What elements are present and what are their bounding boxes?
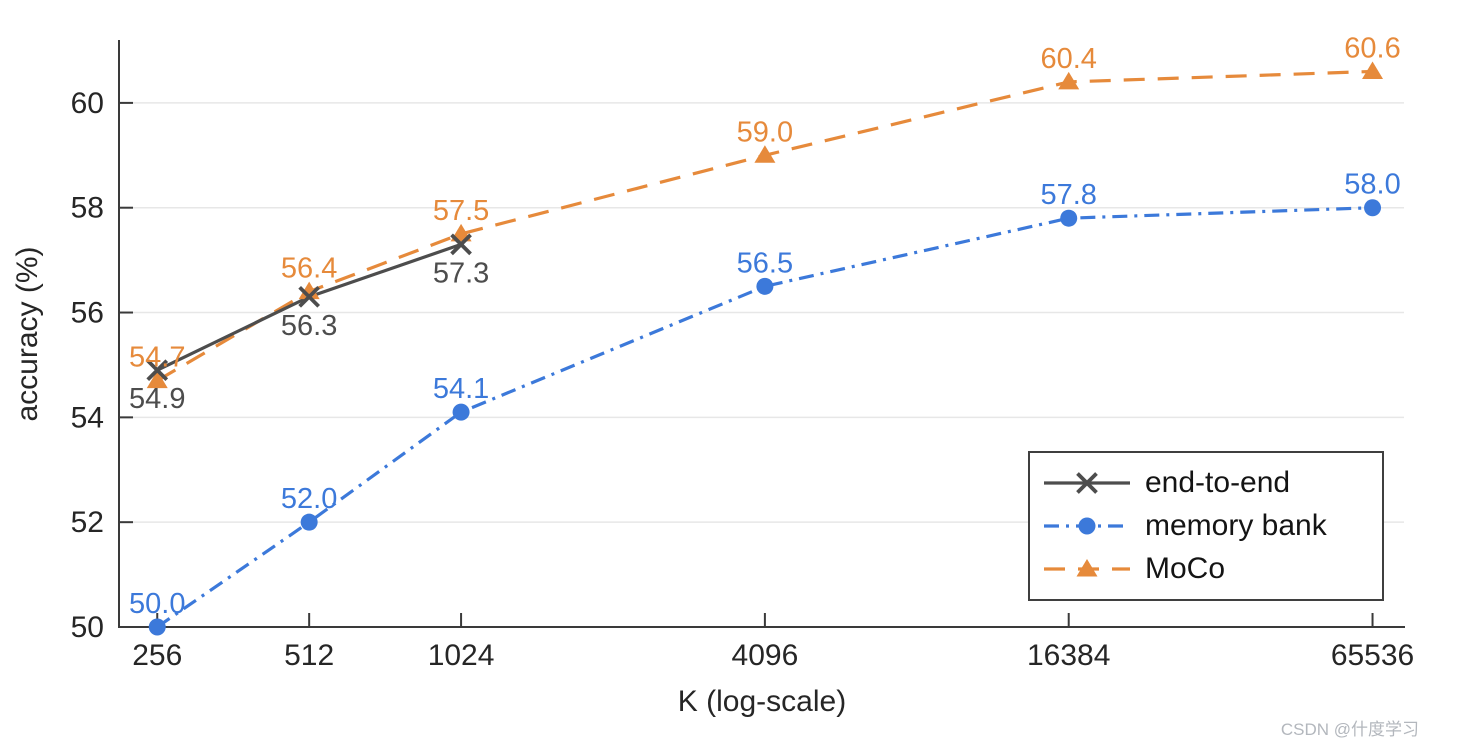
point-label: 60.6 <box>1344 32 1400 64</box>
x-marker <box>1076 472 1098 494</box>
point-label: 54.7 <box>129 342 185 374</box>
point-label: 57.5 <box>433 195 489 227</box>
legend-label-end-to-end: end-to-end <box>1145 466 1291 499</box>
point-label: 58.0 <box>1344 169 1400 201</box>
triangle-marker <box>754 145 776 163</box>
legend-item-memory-bank: memory bank <box>1042 509 1378 543</box>
y-tick-label: 56 <box>71 297 104 330</box>
legend-swatch-moco <box>1044 559 1130 577</box>
circle-marker <box>1078 517 1096 535</box>
legend-label-memory-bank: memory bank <box>1145 509 1327 542</box>
x-axis-title: K (log-scale) <box>677 685 847 718</box>
triangle-marker <box>146 370 168 389</box>
x-tick-label: 4096 <box>732 639 799 672</box>
circle-marker <box>756 277 774 295</box>
y-tick-label: 50 <box>71 611 104 644</box>
series-line-MoCo <box>156 69 1373 383</box>
y-tick-label: 54 <box>71 401 104 434</box>
x-marker <box>146 359 169 382</box>
circle-marker <box>300 513 318 531</box>
legend: end-to-end memory bank MoCo <box>1028 451 1384 601</box>
point-label: 56.3 <box>281 310 337 342</box>
x-tick-label: 1024 <box>428 639 495 672</box>
point-label: 60.4 <box>1040 43 1096 75</box>
circle-marker <box>452 403 470 421</box>
triangle-marker <box>1058 71 1080 90</box>
x-marker <box>298 285 321 308</box>
triangle-marker <box>1362 61 1384 79</box>
x-tick-label: 65536 <box>1331 639 1414 672</box>
legend-label-moco: MoCo <box>1145 552 1226 585</box>
legend-swatch-end-to-end <box>1044 472 1130 494</box>
series-line-memory-bank <box>156 206 1373 629</box>
x-tick-label: 16384 <box>1027 639 1110 672</box>
circle-marker <box>148 618 166 636</box>
triangle-marker <box>1076 559 1098 577</box>
y-tick-label: 58 <box>71 192 104 225</box>
point-label: 56.5 <box>737 247 793 279</box>
y-tick-label: 60 <box>71 87 104 120</box>
point-label: 50.0 <box>129 588 185 620</box>
x-tick-label: 512 <box>284 639 334 672</box>
point-label: 59.0 <box>737 116 793 148</box>
point-label: 57.3 <box>433 257 489 289</box>
y-tick-label: 52 <box>71 506 104 539</box>
point-label: 54.1 <box>433 373 489 405</box>
watermark: CSDN @什度学习 <box>1280 720 1419 739</box>
y-axis-title: accuracy (%) <box>11 246 44 422</box>
legend-item-end-to-end: end-to-end <box>1042 466 1378 500</box>
circle-marker <box>1060 209 1078 227</box>
point-label: 57.8 <box>1040 179 1096 211</box>
triangle-marker <box>298 281 320 300</box>
legend-item-moco: MoCo <box>1042 552 1378 586</box>
x-marker <box>450 233 472 256</box>
point-label: 56.4 <box>281 253 337 285</box>
point-label: 52.0 <box>281 483 337 515</box>
circle-marker <box>1364 199 1382 217</box>
x-tick-label: 256 <box>132 639 182 672</box>
legend-swatch-memory-bank <box>1044 517 1130 535</box>
point-label: 54.9 <box>129 383 185 415</box>
